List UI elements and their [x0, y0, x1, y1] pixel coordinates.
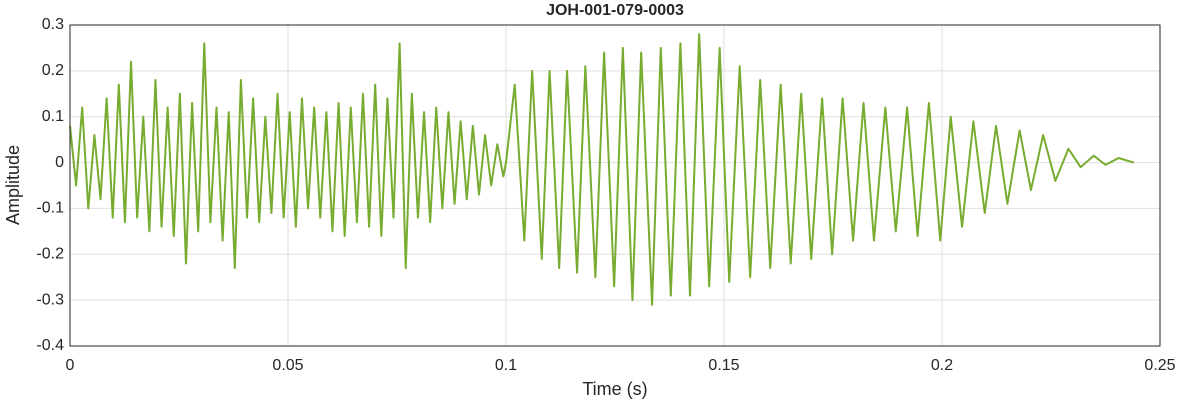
chart-title: JOH-001-079-0003 — [546, 2, 684, 19]
x-tick-label: 0.2 — [931, 357, 953, 374]
waveform-line — [69, 33, 1135, 306]
y-tick-label: 0.2 — [42, 62, 64, 79]
y-tick-label: 0 — [55, 154, 64, 171]
x-tick-label: 0.05 — [272, 357, 303, 374]
axes-box — [69, 24, 1161, 347]
y-tick-label: 0.3 — [42, 16, 64, 33]
x-tick-label: 0.25 — [1144, 357, 1175, 374]
y-tick-label: 0.1 — [42, 108, 64, 125]
y-axis-label: Amplitude — [3, 145, 23, 225]
y-tick-label: -0.1 — [36, 200, 64, 217]
y-tick-label: -0.3 — [36, 291, 64, 308]
plot-area — [70, 25, 1160, 346]
x-tick-label: 0.1 — [495, 357, 517, 374]
x-tick-label: 0.15 — [708, 357, 739, 374]
y-tick-label: -0.2 — [36, 246, 64, 263]
x-tick-label: 0 — [66, 357, 75, 374]
y-tick-label: -0.4 — [36, 337, 64, 354]
x-axis-label: Time (s) — [582, 379, 647, 399]
